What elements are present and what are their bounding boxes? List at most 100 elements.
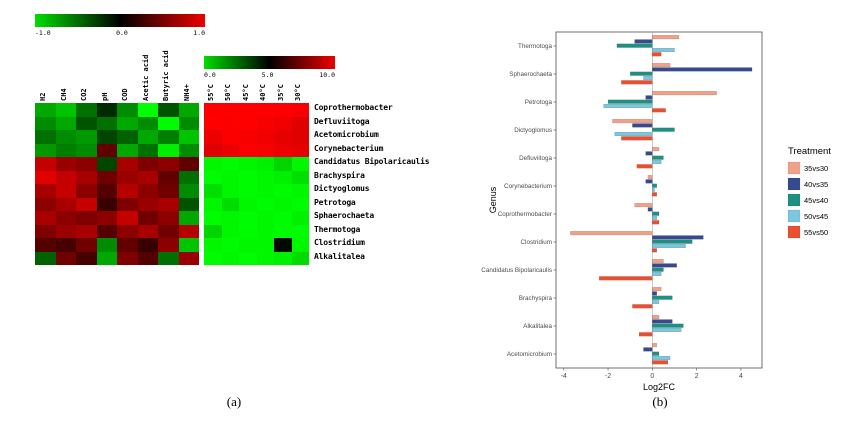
heatmap-cell bbox=[96, 224, 117, 238]
heatmap-cell bbox=[96, 143, 117, 157]
bar-35vs30 bbox=[612, 119, 653, 124]
heatmap-row-label: Clostridium bbox=[314, 238, 365, 247]
bar-50vs45 bbox=[652, 243, 686, 248]
bar-50vs45 bbox=[652, 271, 662, 276]
heatmap-cell bbox=[35, 103, 56, 117]
heatmap-cell bbox=[96, 130, 117, 144]
heatmap-cell bbox=[55, 170, 76, 184]
bar-50vs45 bbox=[652, 48, 675, 53]
bar-55vs50 bbox=[652, 192, 657, 197]
heatmap-cell bbox=[137, 211, 158, 225]
bar-50vs45 bbox=[652, 159, 662, 164]
legend-key-50vs45 bbox=[787, 209, 801, 223]
heatmap-cell bbox=[117, 170, 138, 184]
heatmap-cell bbox=[76, 143, 97, 157]
bar-35vs30 bbox=[652, 259, 664, 264]
heatmap-cell bbox=[55, 184, 76, 198]
heatmap-cell bbox=[239, 224, 257, 238]
y-tick-label: Dictyoglomus bbox=[514, 127, 552, 134]
bar-40vs35 bbox=[652, 67, 753, 72]
heatmap-cell bbox=[291, 157, 309, 171]
colorbar-correlation-gradient bbox=[35, 14, 205, 27]
bar-35vs30 bbox=[652, 91, 717, 96]
bar-40vs35 bbox=[652, 291, 657, 296]
heatmap-cell bbox=[35, 238, 56, 252]
bar-40vs35 bbox=[647, 207, 653, 212]
heatmap-cell bbox=[158, 197, 179, 211]
heatmap-row-label: Candidatus Bipolaricaulis bbox=[314, 157, 430, 166]
heatmap-cell bbox=[137, 130, 158, 144]
heatmap-cell bbox=[137, 251, 158, 265]
heatmap-cell bbox=[76, 184, 97, 198]
heatmap-cell bbox=[96, 251, 117, 265]
heatmap-row-label: Dictyoglomus bbox=[314, 184, 370, 193]
x-axis-title: Log2FC bbox=[643, 382, 676, 392]
heatmap-cell bbox=[117, 211, 138, 225]
legend-label: 45vs40 bbox=[804, 196, 828, 205]
bar-50vs45 bbox=[652, 187, 655, 192]
bar-45vs40 bbox=[652, 127, 675, 132]
heatmap-cell bbox=[76, 116, 97, 130]
heatmap-cell bbox=[204, 251, 222, 265]
heatmap-cell bbox=[137, 143, 158, 157]
heatmap-cell bbox=[291, 238, 309, 252]
heatmap-cell bbox=[291, 170, 309, 184]
heatmap-cell bbox=[117, 197, 138, 211]
heatmap-cell bbox=[256, 130, 274, 144]
colorbar-mid-label: 0.0 bbox=[116, 29, 128, 37]
heatmap-row-label: Petrotoga bbox=[314, 197, 356, 207]
heatmap-column-label: 45°C bbox=[241, 84, 250, 101]
heatmap-cell bbox=[35, 157, 56, 171]
colorbar-abundance-gradient bbox=[204, 56, 335, 69]
panel-b-barchart: Thermotoga Sphaerochaeta Petrotoga Dictyogl… bbox=[470, 0, 862, 440]
y-tick-label: Acetomicrobium bbox=[507, 351, 552, 358]
heatmap-cell bbox=[76, 170, 97, 184]
heatmap-cell bbox=[221, 130, 239, 144]
legend-label: 55vs50 bbox=[804, 228, 828, 237]
bar-40vs35 bbox=[645, 151, 653, 156]
heatmap-cell bbox=[158, 170, 179, 184]
y-tick-label: Brachyspira bbox=[519, 295, 553, 302]
heatmap-cell bbox=[239, 197, 257, 211]
heatmap-cell bbox=[204, 157, 222, 171]
bar-45vs40 bbox=[652, 183, 657, 188]
heatmap-cell bbox=[204, 116, 222, 130]
bar-45vs40 bbox=[652, 239, 693, 244]
bar-55vs50 bbox=[652, 248, 657, 253]
heatmap-column-label: H2 bbox=[39, 92, 48, 101]
bar-55vs50 bbox=[599, 276, 653, 281]
bar-35vs30 bbox=[652, 147, 660, 152]
heatmap-cell bbox=[76, 251, 97, 265]
heatmap-cell bbox=[221, 116, 239, 130]
heatmap-cell bbox=[96, 157, 117, 171]
heatmap-cell bbox=[137, 197, 158, 211]
heatmap-cell bbox=[221, 224, 239, 238]
heatmap-cell bbox=[35, 197, 56, 211]
heatmap-cell bbox=[221, 238, 239, 252]
legend-key-45vs40 bbox=[787, 193, 801, 207]
heatmap-column-label: CO2 bbox=[80, 88, 89, 101]
heatmap-cell bbox=[221, 197, 239, 211]
bar-35vs30 bbox=[652, 315, 660, 320]
heatmap-cell bbox=[55, 211, 76, 225]
heatmap-cell bbox=[178, 184, 199, 198]
heatmap-cell bbox=[239, 184, 257, 198]
heatmap-cell bbox=[274, 238, 292, 252]
bar-45vs40 bbox=[630, 71, 653, 76]
x-tick-label: -2 bbox=[605, 373, 611, 380]
bar-40vs35 bbox=[652, 235, 704, 240]
heatmap-cell bbox=[76, 103, 97, 117]
heatmap-cell bbox=[117, 130, 138, 144]
colorbar-min-label: 0.0 bbox=[204, 71, 216, 79]
bar-50vs45 bbox=[643, 76, 653, 81]
heatmap-cell bbox=[204, 238, 222, 252]
heatmap-cell bbox=[35, 224, 56, 238]
heatmap-cell bbox=[204, 103, 222, 117]
heatmap-cell bbox=[221, 143, 239, 157]
bar-45vs40 bbox=[652, 211, 660, 216]
bar-35vs30 bbox=[647, 175, 653, 180]
heatmap-cell bbox=[76, 130, 97, 144]
heatmap-cell bbox=[204, 197, 222, 211]
heatmap-column-label: Acetic acid bbox=[141, 54, 150, 101]
bar-45vs40 bbox=[652, 267, 664, 272]
